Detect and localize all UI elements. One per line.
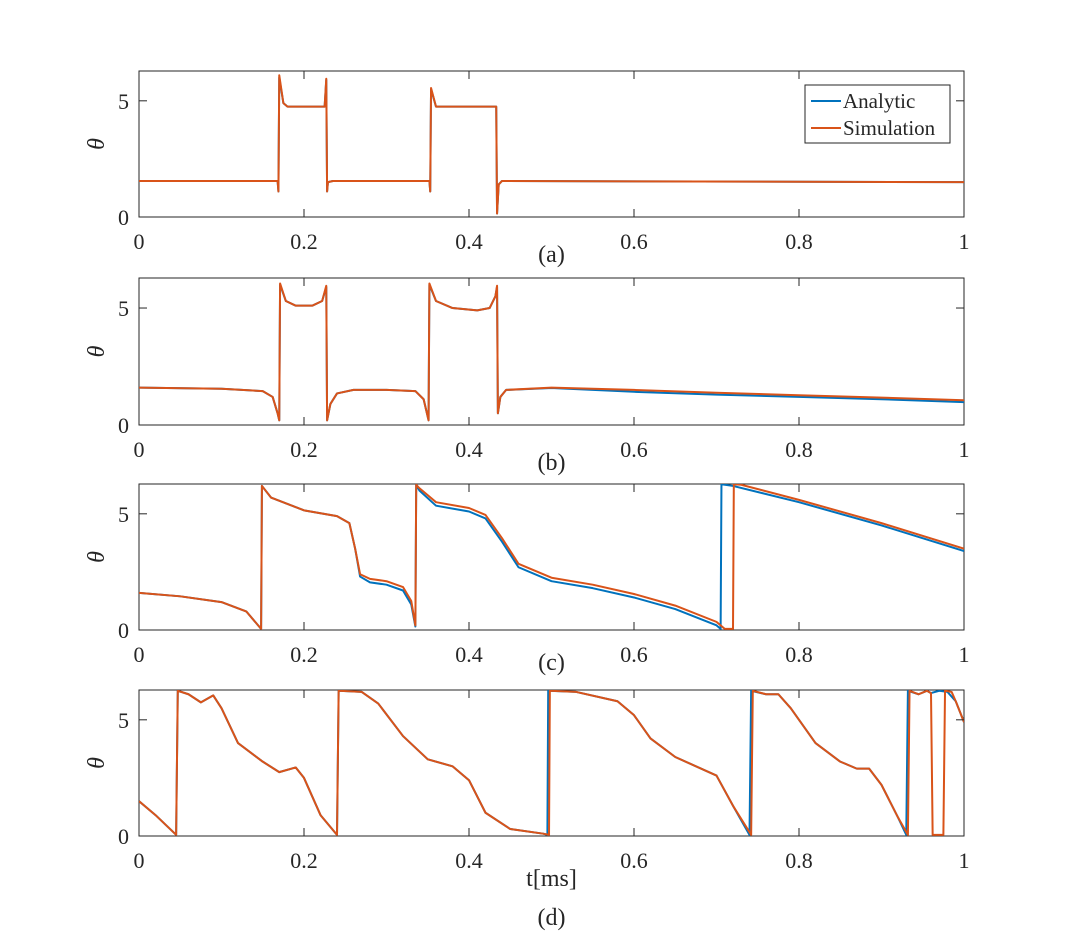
y-tick-label: 0 — [118, 413, 129, 438]
x-tick-label: 0.6 — [620, 437, 648, 462]
x-tick-label: 0.8 — [785, 437, 813, 462]
series-line-simulation — [139, 690, 964, 836]
y-tick-label: 5 — [118, 89, 129, 114]
panel-3: 0 0.2 0.4 0.6 0.8 1 0 5 θ (c) — [84, 483, 970, 676]
x-tick-label: 0.6 — [620, 229, 648, 254]
x-axis-label: t[ms] — [526, 866, 577, 892]
panel-label: (b) — [538, 450, 566, 476]
x-tick-label: 1 — [959, 642, 970, 667]
legend-entry: Analytic — [843, 89, 915, 113]
panel-label: (c) — [538, 650, 565, 676]
series-line-simulation — [139, 74, 964, 215]
plot-area — [138, 689, 965, 837]
y-axis-label: θ — [84, 551, 110, 563]
x-tick-label: 0.4 — [455, 437, 483, 462]
x-tick-label: 0.2 — [290, 848, 318, 873]
y-tick-label: 5 — [118, 708, 129, 733]
y-axis-label: θ — [84, 138, 110, 150]
legend-entry: Simulation — [843, 116, 936, 140]
y-tick-label: 0 — [118, 618, 129, 643]
plot-area — [138, 277, 965, 426]
y-tick-label: 5 — [118, 296, 129, 321]
y-axis-label: θ — [84, 345, 110, 357]
x-tick-label: 0.8 — [785, 229, 813, 254]
x-tick-label: 0 — [134, 642, 145, 667]
series-line-simulation — [139, 282, 964, 422]
x-tick-label: 0.4 — [455, 229, 483, 254]
x-tick-label: 0.6 — [620, 848, 648, 873]
x-tick-label: 0.4 — [455, 848, 483, 873]
x-tick-label: 0.2 — [290, 229, 318, 254]
panel-label: (a) — [538, 242, 565, 268]
x-tick-label: 0.2 — [290, 437, 318, 462]
x-tick-label: 0.4 — [455, 642, 483, 667]
y-tick-label: 0 — [118, 824, 129, 849]
x-tick-label: 1 — [959, 848, 970, 873]
x-tick-label: 0 — [134, 229, 145, 254]
y-tick-label: 0 — [118, 205, 129, 230]
panel-4: 0 0.2 0.4 0.6 0.8 1 0 5 θ t[ms] (d) — [84, 689, 970, 931]
x-tick-label: 0 — [134, 848, 145, 873]
legend-box — [804, 84, 951, 144]
y-axis-label: θ — [84, 757, 110, 769]
panel-2: 0 0.2 0.4 0.6 0.8 1 0 5 θ (b) — [84, 277, 970, 476]
x-tick-label: 1 — [959, 229, 970, 254]
panel-1: 0 0.2 0.4 0.6 0.8 1 0 5 θ (a) Analytic Simulation — [84, 70, 970, 268]
x-tick-label: 0.2 — [290, 642, 318, 667]
x-tick-label: 1 — [959, 437, 970, 462]
x-tick-label: 0.6 — [620, 642, 648, 667]
panel-label: (d) — [538, 905, 566, 931]
plot-area — [138, 483, 965, 631]
x-tick-label: 0 — [134, 437, 145, 462]
series-line-simulation — [139, 484, 964, 630]
x-tick-label: 0.8 — [785, 642, 813, 667]
y-tick-label: 5 — [118, 502, 129, 527]
x-tick-label: 0.8 — [785, 848, 813, 873]
legend: Analytic Simulation — [804, 84, 951, 144]
